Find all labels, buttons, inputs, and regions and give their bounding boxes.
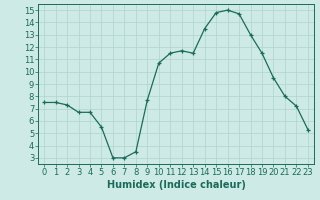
X-axis label: Humidex (Indice chaleur): Humidex (Indice chaleur): [107, 180, 245, 190]
